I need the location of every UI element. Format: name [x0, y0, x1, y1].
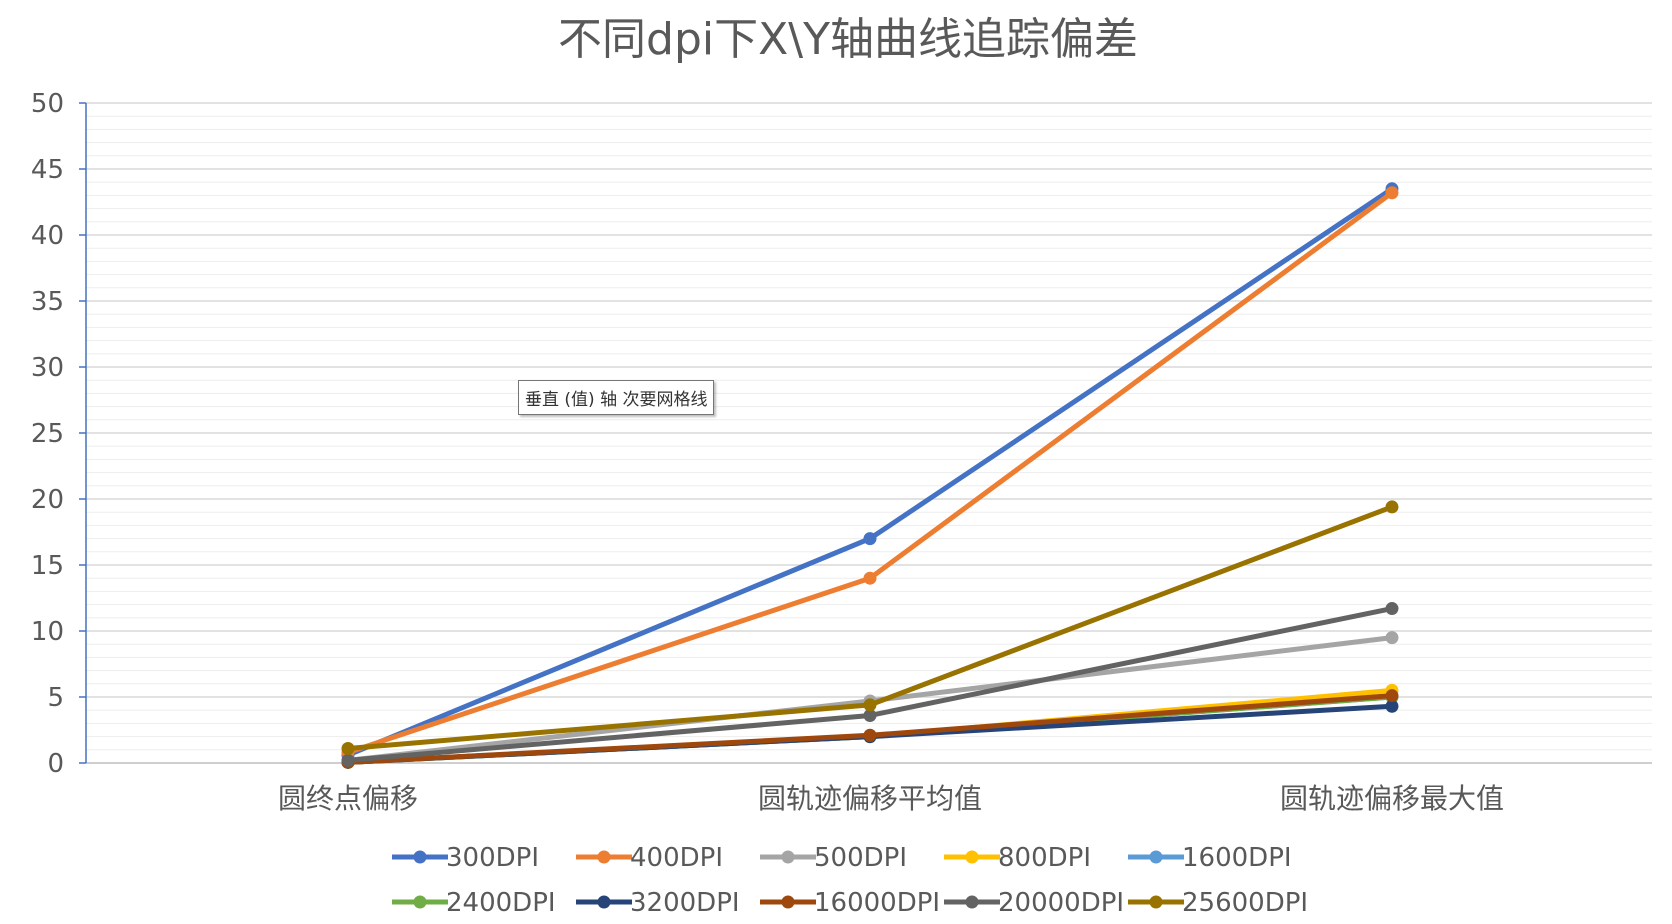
legend-label: 400DPI	[630, 843, 723, 873]
data-point	[863, 698, 877, 712]
x-axis-categories: 圆终点偏移 圆轨迹偏移平均值 圆轨迹偏移最大值	[278, 782, 1504, 815]
chart-title: 不同dpi下X\Y轴曲线追踪偏差	[558, 14, 1138, 65]
legend-swatch-marker	[781, 850, 795, 864]
y-tick-label: 25	[31, 419, 64, 449]
data-point	[1385, 602, 1399, 616]
data-point	[1385, 689, 1399, 703]
gridline-tooltip: 垂直 (值) 轴 次要网格线	[518, 380, 715, 415]
legend-entry[interactable]: 3200DPI	[576, 888, 740, 918]
legend-swatch-marker	[597, 895, 611, 909]
y-axis-ticks: 0 5 10 15 20 25 30 35 40 45 50	[31, 89, 64, 779]
legend-entry[interactable]: 400DPI	[576, 843, 723, 873]
legend-entry[interactable]: 800DPI	[944, 843, 1091, 873]
legend-entry[interactable]: 500DPI	[760, 843, 907, 873]
data-point	[863, 728, 877, 742]
legend-swatch-marker	[413, 850, 427, 864]
data-point	[341, 741, 355, 755]
legend-label: 3200DPI	[630, 888, 740, 918]
y-tick-label: 10	[31, 617, 64, 647]
y-tick-label: 30	[31, 353, 64, 383]
data-point	[1385, 500, 1399, 514]
legend-entry[interactable]: 1600DPI	[1128, 843, 1292, 873]
legend-entry[interactable]: 16000DPI	[760, 888, 940, 918]
series-300dpi	[341, 182, 1399, 762]
legend-label: 2400DPI	[446, 888, 556, 918]
x-category-label: 圆终点偏移	[278, 782, 418, 815]
y-tick-label: 5	[47, 683, 64, 713]
data-point	[863, 532, 877, 546]
legend-entry[interactable]: 25600DPI	[1128, 888, 1308, 918]
legend-label: 300DPI	[446, 843, 539, 873]
x-category-label: 圆轨迹偏移最大值	[1280, 782, 1504, 815]
legend-label: 500DPI	[814, 843, 907, 873]
gridlines	[86, 102, 1652, 751]
legend: 300DPI 400DPI 500DPI 800DPI 1600DPI 2400DPI 32…	[392, 843, 1308, 918]
series-25600dpi	[341, 500, 1399, 755]
legend-entry[interactable]: 300DPI	[392, 843, 539, 873]
legend-entry[interactable]: 2400DPI	[392, 888, 556, 918]
legend-label: 16000DPI	[814, 888, 940, 918]
data-point	[341, 753, 355, 767]
y-tick-label: 40	[31, 221, 64, 251]
legend-swatch-marker	[965, 895, 979, 909]
legend-swatch-marker	[1149, 895, 1163, 909]
y-tick-label: 15	[31, 551, 64, 581]
y-tick-label: 45	[31, 155, 64, 185]
series-lines	[341, 182, 1399, 769]
y-tick-label: 50	[31, 89, 64, 119]
legend-swatch-marker	[597, 850, 611, 864]
legend-label: 1600DPI	[1182, 843, 1292, 873]
legend-swatch-marker	[965, 850, 979, 864]
data-point	[863, 571, 877, 585]
y-tick-label: 20	[31, 485, 64, 515]
y-tick-label: 0	[47, 749, 64, 779]
legend-entry[interactable]: 20000DPI	[944, 888, 1124, 918]
legend-label: 800DPI	[998, 843, 1091, 873]
data-point	[1385, 631, 1399, 645]
x-category-label: 圆轨迹偏移平均值	[758, 782, 982, 815]
legend-label: 20000DPI	[998, 888, 1124, 918]
series-20000dpi	[341, 602, 1399, 767]
data-point	[1385, 186, 1399, 200]
data-point	[863, 708, 877, 722]
legend-swatch-marker	[781, 895, 795, 909]
y-tick-label: 35	[31, 287, 64, 317]
legend-swatch-marker	[413, 895, 427, 909]
data-point	[1385, 699, 1399, 713]
legend-swatch-marker	[1149, 850, 1163, 864]
legend-label: 25600DPI	[1182, 888, 1308, 918]
